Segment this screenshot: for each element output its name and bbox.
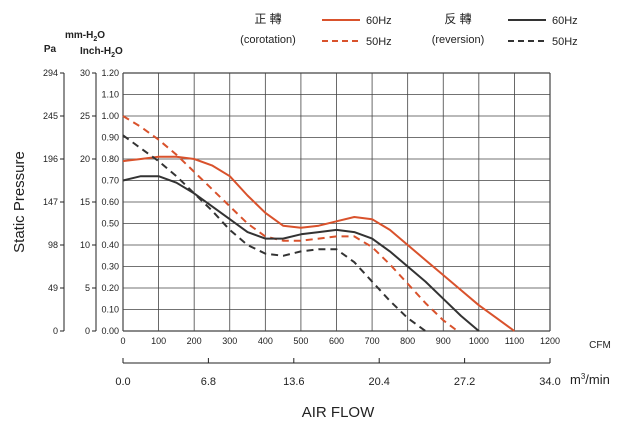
y-tick-pa: 98 (48, 240, 58, 250)
x-tick-m3min: 13.6 (283, 376, 304, 388)
x-tick-cfm: 500 (293, 336, 308, 346)
x-tick-cfm: 600 (329, 336, 344, 346)
y-tick-inch: 0.50 (101, 219, 119, 229)
unit-m3min-label: m3/min (570, 372, 610, 387)
x-tick-m3min: 20.4 (368, 376, 389, 388)
unit-inch-main: Inch-H (80, 46, 111, 57)
unit-mm-tail: O (97, 30, 105, 41)
unit-inch-sub: 2 (111, 52, 115, 59)
y-tick-inch: 0.10 (101, 305, 119, 315)
y-tick-inch: 1.10 (101, 90, 119, 100)
x-axis-title: AIR FLOW (302, 404, 375, 421)
legend-corotation-title: 正 轉 (254, 12, 281, 26)
y-tick-mm: 25 (80, 111, 90, 121)
y-tick-pa: 245 (43, 111, 58, 121)
unit-mm-sub: 2 (93, 36, 97, 43)
unit-pa-label: Pa (44, 44, 57, 55)
y-tick-pa: 196 (43, 154, 58, 164)
y-tick-mm: 10 (80, 240, 90, 250)
axes-layer: 0 100 200 300 400 500 600 700 800 900 1000 1100 1200… (43, 68, 561, 388)
y-tick-mm: 15 (80, 197, 90, 207)
x-tick-cfm: 1200 (540, 336, 560, 346)
x-tick-cfm: 800 (400, 336, 415, 346)
legend-reversion-title: 反 轉 (444, 12, 471, 26)
y-tick-inch: 0.80 (101, 154, 119, 164)
y-tick-mm: 0 (85, 326, 90, 336)
unit-mm-label: mm-H2O (65, 30, 105, 43)
legend-reversion-60hz-label: 60Hz (552, 15, 578, 27)
x-tick-cfm: 1000 (469, 336, 489, 346)
legend-reversion-sub: (reversion) (432, 34, 485, 46)
series-layer (122, 115, 515, 332)
unit-inch-label: Inch-H2O (80, 46, 123, 59)
y-tick-pa: 147 (43, 197, 58, 207)
y-tick-mm: 5 (85, 283, 90, 293)
y-tick-inch: 1.00 (101, 111, 119, 121)
y-tick-inch: 0.90 (101, 133, 119, 143)
x-tick-cfm: 0 (120, 336, 125, 346)
x-tick-cfm: 700 (365, 336, 380, 346)
y-tick-inch: 0.70 (101, 176, 119, 186)
x-tick-m3min: 6.8 (201, 376, 216, 388)
legend-corotation-sub: (corotation) (240, 34, 296, 46)
x-tick-cfm: 1100 (505, 336, 524, 346)
y-tick-inch: 0.20 (101, 283, 119, 293)
y-tick-inch: 0.30 (101, 262, 119, 272)
y-tick-inch: 0.00 (101, 326, 119, 336)
unit-mm-main: mm-H (65, 30, 93, 41)
x-tick-cfm: 200 (187, 336, 202, 346)
unit-m3-sup: 3 (581, 372, 586, 381)
y-axis-title: Static Pressure (11, 151, 28, 253)
x-tick-cfm: 100 (151, 336, 166, 346)
grid-layer (122, 72, 551, 332)
x-tick-m3min: 27.2 (454, 376, 475, 388)
legend-corotation-50hz-label: 50Hz (366, 36, 392, 48)
x-tick-cfm: 300 (222, 336, 237, 346)
y-tick-pa: 0 (53, 326, 58, 336)
y-tick-inch: 0.40 (101, 240, 119, 250)
x-tick-cfm: 400 (258, 336, 273, 346)
series-reversion-50hz-line (122, 134, 427, 332)
legend-reversion-50hz-label: 50Hz (552, 36, 578, 48)
x-tick-cfm: 900 (436, 336, 451, 346)
y-tick-mm: 20 (80, 154, 90, 164)
y-tick-pa: 294 (43, 68, 58, 78)
y-tick-pa: 49 (48, 283, 58, 293)
unit-m3-tail: /min (585, 372, 610, 387)
y-tick-mm: 30 (80, 68, 90, 78)
unit-cfm-label: CFM (589, 340, 611, 351)
unit-m3-main: m (570, 372, 581, 387)
y-tick-inch: 1.20 (101, 68, 119, 78)
x-tick-m3min: 0.0 (115, 376, 130, 388)
unit-inch-tail: O (115, 46, 123, 57)
series-corotation-60hz-line (122, 155, 515, 332)
legend: 正 轉 (corotation) 60Hz 50Hz 反 轉 (reversio… (240, 12, 578, 48)
legend-corotation-60hz-label: 60Hz (366, 15, 392, 27)
x-tick-m3min: 34.0 (539, 376, 560, 388)
y-tick-inch: 0.60 (101, 197, 119, 207)
series-reversion-60hz-line (122, 175, 480, 332)
